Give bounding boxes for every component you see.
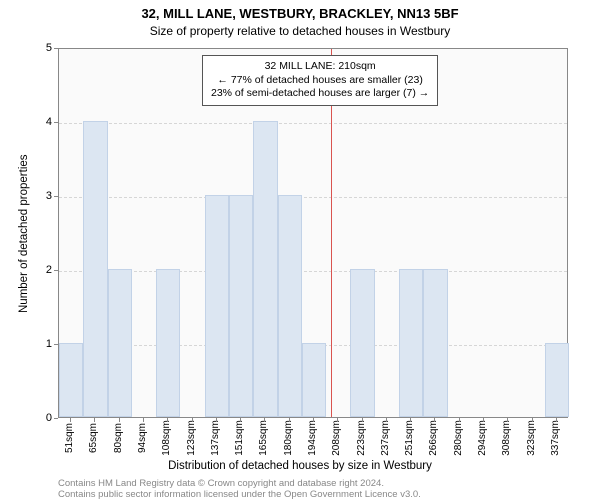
y-tick-label: 5 (32, 42, 52, 54)
x-tick-label: 308sqm (501, 418, 512, 458)
y-axis-label: Number of detached properties (18, 154, 30, 313)
x-tick-mark (143, 418, 144, 422)
histogram-bar (59, 343, 83, 417)
annotation-line: 32 MILL LANE: 210sqm (211, 60, 429, 74)
x-tick-mark (70, 418, 71, 422)
footer-line-2: Contains public sector information licen… (58, 489, 421, 500)
x-tick-label: 165sqm (258, 418, 269, 458)
gridline (59, 271, 567, 272)
x-tick-label: 108sqm (161, 418, 172, 458)
x-tick-mark (507, 418, 508, 422)
y-tick-mark (54, 196, 58, 197)
x-tick-label: 80sqm (113, 418, 124, 458)
chart-container: 32, MILL LANE, WESTBURY, BRACKLEY, NN13 … (0, 0, 600, 500)
histogram-bar (253, 121, 277, 417)
x-tick-mark (119, 418, 120, 422)
histogram-bar (156, 269, 180, 417)
histogram-bar (423, 269, 447, 417)
x-tick-mark (264, 418, 265, 422)
x-tick-mark (167, 418, 168, 422)
y-tick-label: 0 (32, 412, 52, 424)
y-tick-mark (54, 418, 58, 419)
histogram-bar (545, 343, 569, 417)
y-tick-label: 4 (32, 116, 52, 128)
x-tick-label: 337sqm (550, 418, 561, 458)
x-tick-mark (313, 418, 314, 422)
gridline (59, 197, 567, 198)
title-subtitle: Size of property relative to detached ho… (0, 24, 600, 38)
y-tick-label: 1 (32, 338, 52, 350)
plot-area: 32 MILL LANE: 210sqm← 77% of detached ho… (58, 48, 568, 418)
x-tick-label: 266sqm (428, 418, 439, 458)
x-tick-label: 323sqm (526, 418, 537, 458)
histogram-bar (278, 195, 302, 417)
x-tick-mark (434, 418, 435, 422)
x-tick-mark (362, 418, 363, 422)
x-tick-label: 94sqm (137, 418, 148, 458)
y-tick-label: 2 (32, 264, 52, 276)
gridline (59, 123, 567, 124)
y-tick-mark (54, 122, 58, 123)
x-tick-label: 237sqm (380, 418, 391, 458)
x-tick-label: 65sqm (88, 418, 99, 458)
x-tick-label: 180sqm (283, 418, 294, 458)
x-tick-mark (337, 418, 338, 422)
x-tick-mark (216, 418, 217, 422)
annotation-box: 32 MILL LANE: 210sqm← 77% of detached ho… (202, 55, 438, 106)
y-tick-mark (54, 344, 58, 345)
x-tick-mark (532, 418, 533, 422)
x-tick-label: 251sqm (404, 418, 415, 458)
x-tick-label: 151sqm (234, 418, 245, 458)
annotation-line: ← 77% of detached houses are smaller (23… (211, 74, 429, 88)
histogram-bar (83, 121, 107, 417)
x-tick-mark (240, 418, 241, 422)
x-tick-label: 223sqm (356, 418, 367, 458)
y-tick-mark (54, 48, 58, 49)
y-tick-mark (54, 270, 58, 271)
x-tick-label: 123sqm (186, 418, 197, 458)
footer-line-1: Contains HM Land Registry data © Crown c… (58, 478, 384, 489)
x-tick-mark (410, 418, 411, 422)
histogram-bar (399, 269, 423, 417)
histogram-bar (350, 269, 374, 417)
histogram-bar (205, 195, 229, 417)
x-tick-label: 194sqm (307, 418, 318, 458)
x-tick-label: 280sqm (453, 418, 464, 458)
histogram-bar (302, 343, 326, 417)
annotation-line: 23% of semi-detached houses are larger (… (211, 87, 429, 101)
x-axis-label: Distribution of detached houses by size … (0, 460, 600, 472)
x-tick-mark (556, 418, 557, 422)
histogram-bar (108, 269, 132, 417)
x-tick-mark (289, 418, 290, 422)
x-tick-mark (459, 418, 460, 422)
histogram-bar (229, 195, 253, 417)
x-tick-label: 208sqm (331, 418, 342, 458)
x-tick-mark (386, 418, 387, 422)
x-tick-mark (192, 418, 193, 422)
x-tick-mark (483, 418, 484, 422)
title-main: 32, MILL LANE, WESTBURY, BRACKLEY, NN13 … (0, 6, 600, 21)
x-tick-label: 51sqm (64, 418, 75, 458)
x-tick-label: 294sqm (477, 418, 488, 458)
x-tick-label: 137sqm (210, 418, 221, 458)
x-tick-mark (94, 418, 95, 422)
y-tick-label: 3 (32, 190, 52, 202)
